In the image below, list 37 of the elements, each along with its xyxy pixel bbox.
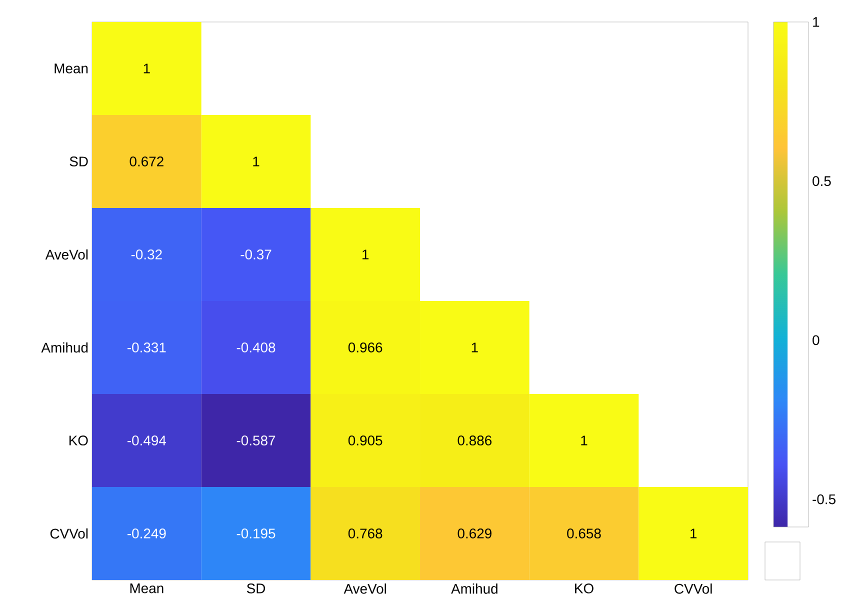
y-tick-label: Amihud xyxy=(41,342,88,353)
x-tick-label: SD xyxy=(246,584,266,594)
color-bar-label: -0.5 xyxy=(812,494,836,504)
data-label: 1 xyxy=(581,436,588,446)
y-tick-label: KO xyxy=(69,436,88,446)
y-tick-label: AveVol xyxy=(45,249,88,260)
y-tick-label: CVVol xyxy=(50,528,88,539)
data-label: -0.331 xyxy=(128,342,166,352)
data-label: -0.32 xyxy=(131,250,162,260)
data-label: 0.629 xyxy=(458,528,492,538)
x-tick-label: KO xyxy=(575,584,594,594)
data-label: -0.494 xyxy=(128,436,166,446)
color-bar-label: 0.5 xyxy=(812,176,831,186)
data-label: 0.886 xyxy=(458,436,492,446)
data-label: 1 xyxy=(472,342,478,352)
data-label: 0.658 xyxy=(567,528,601,538)
data-label: 1 xyxy=(690,528,697,538)
x-tick-label: CVVol xyxy=(674,584,712,594)
data-label: 0.672 xyxy=(130,156,164,166)
data-label: -0.37 xyxy=(240,250,272,260)
data-label: 1 xyxy=(144,64,150,74)
data-label: -0.249 xyxy=(128,528,166,538)
data-label: 0.768 xyxy=(348,528,382,538)
y-tick-label: SD xyxy=(70,156,88,166)
data-label: 1 xyxy=(362,250,369,260)
data-label: -0.408 xyxy=(236,342,276,352)
x-tick-label: AveVol xyxy=(344,584,386,594)
color-bar-label: 0 xyxy=(812,335,820,346)
x-tick-label: Mean xyxy=(130,584,164,594)
x-tick-label: Amihud xyxy=(451,584,498,594)
color-bar-label: 1 xyxy=(813,17,820,27)
data-label: -0.195 xyxy=(236,528,276,538)
data-label: 0.966 xyxy=(348,342,382,352)
data-label: 0.905 xyxy=(348,436,382,446)
data-label: -0.587 xyxy=(236,436,276,446)
y-tick-label: Mean xyxy=(54,64,88,74)
data-label: 1 xyxy=(253,156,260,166)
